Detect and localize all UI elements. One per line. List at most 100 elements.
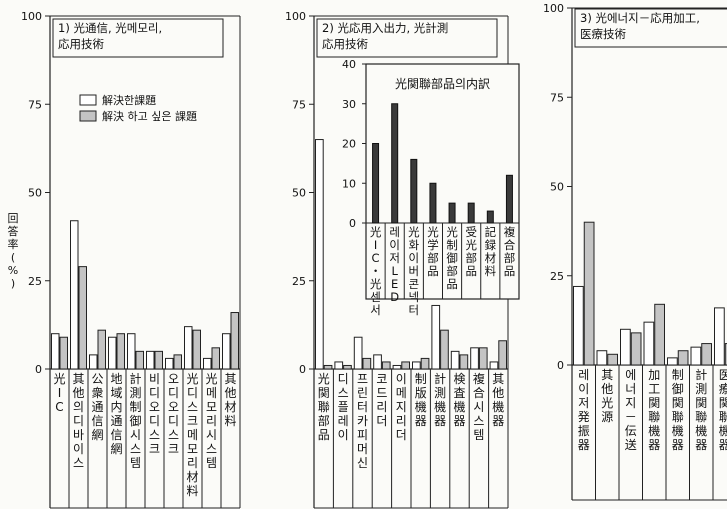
- bar-solved: [690, 346, 702, 366]
- category-label: 光関聯部品: [318, 372, 330, 442]
- category-label: 医療関聯機器: [719, 368, 727, 452]
- category-label: 計測関聯機器: [695, 367, 707, 452]
- bar-wanted: [362, 357, 372, 370]
- bar-wanted: [701, 343, 712, 366]
- bar-solved: [714, 307, 725, 366]
- bar-wanted: [459, 354, 469, 370]
- bar-wanted: [135, 350, 144, 370]
- inset-y-tick-label: 40: [342, 58, 356, 71]
- inset-category-label: 記録材料: [485, 225, 497, 278]
- bar-wanted: [116, 333, 125, 370]
- bar-solved: [127, 333, 136, 370]
- bar-wanted: [498, 340, 507, 370]
- y-tick-label: 100: [285, 10, 306, 23]
- y-tick-label: 0: [557, 359, 564, 372]
- bar-solved: [165, 357, 174, 370]
- chart-title: 3) 光에너지－応用加工,: [580, 11, 700, 25]
- chart-title: 1) 光通信, 光메모리,: [58, 21, 162, 35]
- bar-wanted: [343, 364, 352, 370]
- legend-label-wanted: 解決 하고 싶은 課題: [102, 109, 197, 123]
- bar-wanted: [323, 364, 333, 370]
- bar-wanted: [230, 312, 239, 370]
- y-tick-label: 100: [21, 10, 42, 23]
- inset-title: 光関聯部品의内訳: [395, 76, 490, 91]
- bar-solved: [315, 139, 324, 370]
- bar-solved: [573, 285, 584, 366]
- bar-solved: [620, 328, 631, 366]
- inset-bar: [391, 103, 399, 224]
- category-label: 複合 시 스 템: [473, 371, 485, 442]
- bar-wanted: [97, 329, 106, 370]
- inset-y-tick-label: 30: [342, 98, 356, 111]
- bar-solved: [89, 354, 98, 370]
- category-label: 検査機器: [453, 372, 465, 428]
- inset-category-label: 複合部品: [504, 225, 516, 278]
- bar-wanted: [677, 350, 689, 366]
- bar-solved: [334, 361, 344, 370]
- category-label: 加工関聯機器: [648, 368, 660, 452]
- bar-solved: [667, 357, 678, 366]
- category-label: 其他機器: [492, 372, 504, 428]
- y-tick-label: 25: [292, 275, 306, 288]
- bar-solved: [108, 336, 117, 370]
- inset-bar: [429, 182, 437, 224]
- bar-wanted: [381, 361, 391, 370]
- bar-solved: [392, 364, 402, 370]
- bar-solved: [596, 350, 608, 366]
- legend-swatch-wanted: [79, 110, 97, 122]
- category-label: 制御関聯機器: [672, 368, 684, 452]
- y-axis-title-text: 回答率(%): [8, 212, 19, 290]
- inset-bar: [505, 174, 513, 224]
- bar-solved: [146, 350, 155, 370]
- inset-category-label: 光制御部品: [446, 225, 458, 291]
- bar-solved: [51, 333, 60, 370]
- y-tick-label: 50: [28, 187, 42, 200]
- bar-wanted: [478, 347, 488, 370]
- category-label: 其他光源: [601, 368, 613, 424]
- y-tick-label: 25: [28, 275, 42, 288]
- bar-wanted: [654, 303, 665, 366]
- y-tick-label: 0: [35, 363, 42, 376]
- category-label: 制版機器: [415, 372, 427, 428]
- y-tick-label: 75: [292, 98, 306, 111]
- category-label: 其他材料: [224, 372, 236, 428]
- y-tick-label: 25: [550, 270, 564, 283]
- bar-wanted: [630, 332, 642, 366]
- legend-label-solved: 解決한課題: [102, 93, 156, 107]
- y-tick-label: 100: [543, 2, 564, 15]
- inset-bar: [486, 210, 494, 224]
- inset-bar: [372, 143, 380, 224]
- bar-solved: [470, 347, 479, 370]
- bar-wanted: [607, 353, 618, 366]
- bar-solved: [373, 354, 382, 370]
- inset-y-tick-label: 10: [342, 177, 356, 190]
- y-tick-label: 0: [299, 363, 306, 376]
- category-label: 레 이 저 発振器: [578, 368, 590, 452]
- category-label: 地域内通信網: [110, 372, 122, 456]
- category-label: 光 디 스 크 메 모 리 材料: [186, 372, 198, 498]
- bar-wanted: [192, 329, 201, 370]
- title-box: [574, 8, 727, 48]
- inset-category-label: 光学部品: [427, 225, 439, 278]
- inset-category-label: 受光部品: [465, 225, 477, 278]
- category-label: 計測制御 시 스 템: [129, 371, 141, 470]
- inset-y-tick-label: 20: [342, 138, 356, 151]
- bar-solved: [450, 350, 460, 370]
- chart-title: 2) 光応用入出力, 光計測: [322, 21, 448, 35]
- inset-bar: [467, 202, 475, 224]
- bar-wanted: [440, 329, 449, 370]
